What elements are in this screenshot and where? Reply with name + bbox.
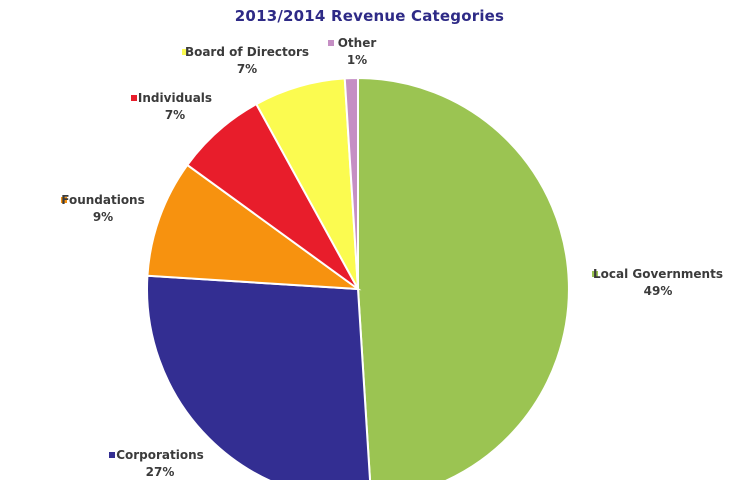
pie-slice-foundations	[146, 163, 362, 291]
legend-swatch-local-governments	[592, 271, 598, 277]
slice-label-individuals: Individuals	[138, 91, 212, 105]
slice-percent-foundations: 9%	[93, 210, 113, 224]
slice-label-corporations: Corporations	[116, 448, 204, 462]
pie-slice-other	[343, 76, 359, 290]
slice-label-foundations: Foundations	[61, 193, 145, 207]
slice-percent-corporations: 27%	[146, 465, 175, 479]
legend-swatch-corporations	[109, 452, 115, 458]
pie-slice-corporations	[146, 274, 372, 480]
slice-percent-individuals: 7%	[165, 108, 185, 122]
slice-percent-other: 1%	[347, 53, 367, 67]
chart-title: 2013/2014 Revenue Categories	[234, 7, 505, 25]
slice-label-board-of-directors: Board of Directors	[185, 45, 309, 59]
pie-slice-local-governments	[357, 76, 570, 480]
slice-label-local-governments: Local Governments	[593, 267, 723, 281]
legend-swatch-board-of-directors	[182, 49, 188, 55]
slice-percent-local-governments: 49%	[644, 284, 673, 298]
slice-percent-board-of-directors: 7%	[237, 62, 257, 76]
legend-swatch-individuals	[131, 95, 137, 101]
legend-swatch-foundations	[61, 197, 67, 203]
legend-swatch-other	[328, 40, 334, 46]
slice-label-other: Other	[338, 36, 377, 50]
